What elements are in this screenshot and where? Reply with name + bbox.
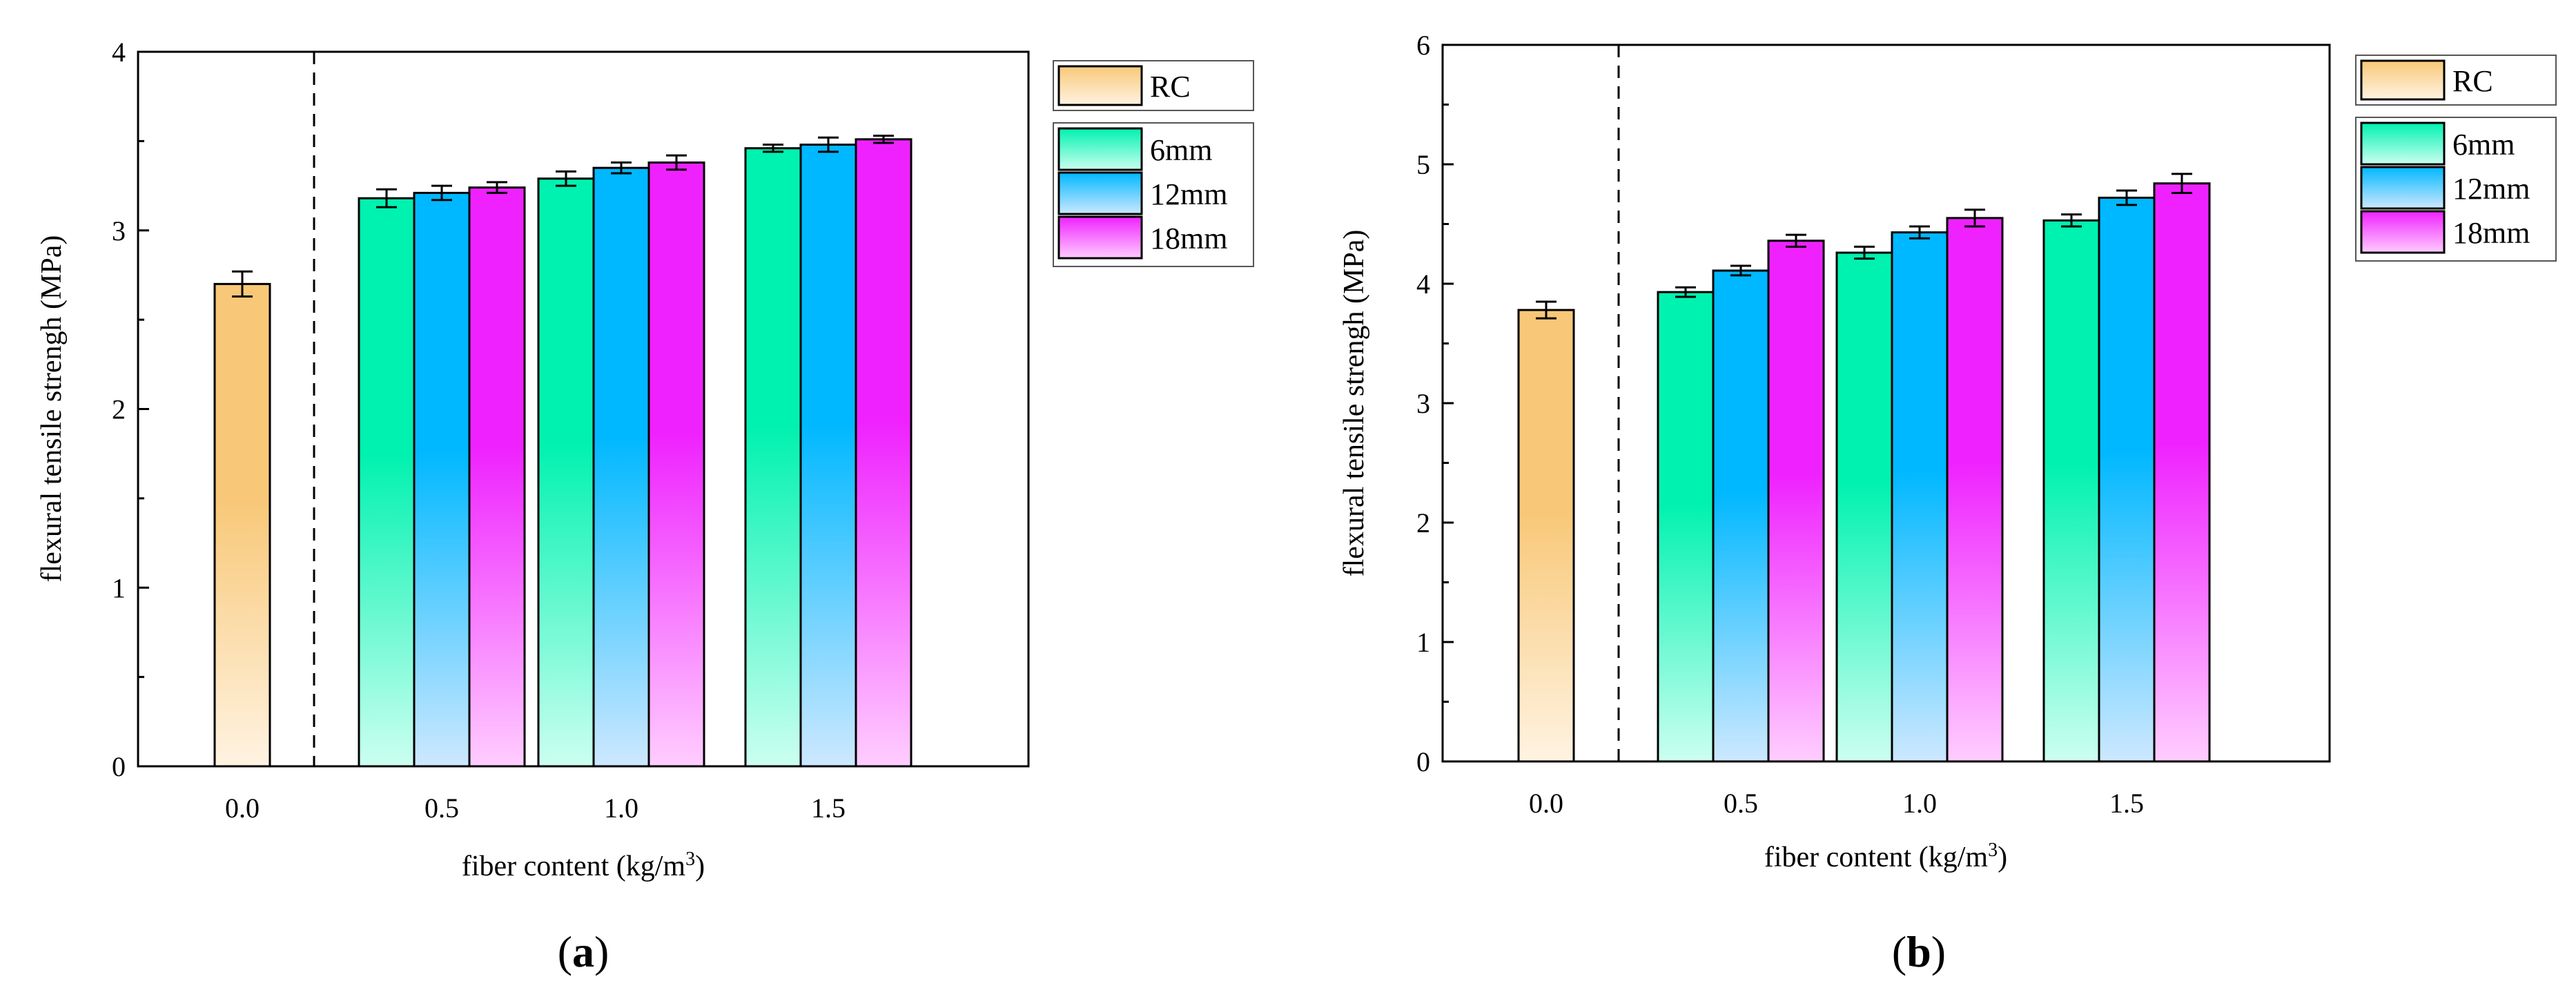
error-bar — [818, 136, 839, 153]
legend-swatch-12mm — [1057, 171, 1143, 215]
panel-b: flexural tensile strengh (MPa) fiber con… — [1338, 30, 2557, 976]
y-tick-label: 2 — [112, 394, 126, 425]
x-tick-label: 1.5 — [811, 793, 846, 824]
error-bar — [2061, 213, 2082, 228]
error-bar — [1786, 233, 1806, 248]
error-bar — [232, 270, 253, 298]
legend-swatch-6mm — [1057, 127, 1143, 171]
legend-rc: RC — [1053, 60, 1254, 111]
error-bar — [2172, 173, 2192, 195]
error-bar — [1730, 264, 1751, 277]
error-bar — [611, 161, 632, 175]
legend-label-18mm: 18mm — [1150, 222, 1227, 255]
bar-6mm-1.0 — [1835, 251, 1893, 763]
y-tick-label: 0 — [112, 751, 126, 782]
legend-swatch-12mm — [2360, 166, 2446, 210]
y-tick-label: 0 — [1416, 746, 1430, 777]
y-tick-label: 1 — [1416, 627, 1430, 658]
bar-18mm-1.5 — [855, 138, 913, 768]
bar-18mm-1.0 — [647, 161, 705, 768]
error-bar — [1964, 208, 1985, 228]
y-tick-label: 5 — [1416, 149, 1430, 180]
legend-swatch-rc — [1057, 65, 1143, 106]
legend-label-rc: RC — [2452, 64, 2493, 98]
y-tick-label: 6 — [1416, 30, 1430, 61]
legend-label-6mm: 6mm — [1150, 133, 1212, 167]
error-bar — [487, 181, 507, 194]
x-tick-label: 0.5 — [425, 793, 459, 824]
x-tick-label: 0.5 — [1724, 788, 1758, 819]
bar-12mm-1.0 — [592, 166, 650, 768]
panel-a: flexural tensile strengh (MPa) fiber con… — [36, 37, 1254, 976]
y-tick-label: 3 — [1416, 388, 1430, 419]
x-tick-label: 1.0 — [1902, 788, 1937, 819]
bar-6mm-0.5 — [358, 197, 416, 768]
legend-swatch-18mm — [2360, 210, 2446, 254]
bar-6mm-1.0 — [537, 177, 595, 768]
bar-12mm-1.5 — [2098, 196, 2156, 763]
y-axis-label: flexural tensile strengh (MPa) — [36, 235, 68, 583]
bar-12mm-0.5 — [1712, 269, 1770, 763]
error-bar — [1854, 245, 1875, 260]
legend-label-18mm: 18mm — [2452, 216, 2530, 250]
y-tick-label: 2 — [1416, 507, 1430, 538]
panel-label: (a) — [558, 927, 609, 976]
legend-label-6mm: 6mm — [2452, 128, 2515, 162]
legend-series: 6mm 12mm 18mm — [1053, 122, 1254, 267]
bar-12mm-1.0 — [1891, 231, 1949, 763]
bar-6mm-0.5 — [1657, 291, 1715, 763]
bar-6mm-1.5 — [2042, 219, 2100, 763]
legend-label-rc: RC — [1150, 70, 1191, 104]
bar-rc — [213, 282, 271, 768]
error-bar — [666, 154, 687, 171]
y-tick-label: 4 — [112, 37, 126, 68]
error-bar — [556, 170, 576, 187]
error-bar — [2116, 189, 2137, 206]
panel-label: (b) — [1892, 927, 1946, 976]
bar-18mm-1.0 — [1946, 217, 2004, 763]
legend-swatch-18mm — [1057, 215, 1143, 260]
error-bar — [1536, 300, 1557, 320]
bar-18mm-0.5 — [1767, 240, 1825, 763]
legend-series: 6mm 12mm 18mm — [2355, 117, 2557, 262]
x-tick-label: 1.0 — [604, 793, 638, 824]
bar-18mm-0.5 — [468, 186, 526, 768]
legend-swatch-6mm — [2360, 122, 2446, 166]
y-axis-label: flexural tensile strengh (MPa) — [1338, 230, 1370, 577]
x-axis-label: fiber content (kg/m3) — [462, 848, 705, 883]
bar-12mm-0.5 — [413, 191, 471, 768]
x-axis-label: fiber content (kg/m3) — [1764, 839, 2007, 874]
y-tick-label: 4 — [1416, 269, 1430, 300]
x-tick-label: 0.0 — [225, 793, 260, 824]
legend-label-12mm: 12mm — [2452, 172, 2530, 206]
legend-label-12mm: 12mm — [1150, 177, 1227, 211]
y-tick-label: 3 — [112, 215, 126, 246]
error-bar — [1675, 286, 1696, 298]
bar-12mm-1.5 — [799, 144, 857, 768]
error-bar — [1909, 225, 1930, 240]
error-bar — [873, 135, 894, 144]
bar-18mm-1.5 — [2153, 182, 2211, 763]
legend-swatch-rc — [2360, 59, 2446, 101]
x-tick-label: 1.5 — [2109, 788, 2144, 819]
bar-6mm-1.5 — [744, 147, 802, 768]
error-bar — [763, 144, 783, 153]
legend-rc: RC — [2355, 55, 2557, 106]
x-tick-label: 0.0 — [1529, 788, 1563, 819]
bar-rc — [1517, 309, 1575, 763]
error-bar — [376, 188, 397, 208]
error-bar — [431, 184, 452, 202]
y-tick-label: 1 — [112, 572, 126, 603]
